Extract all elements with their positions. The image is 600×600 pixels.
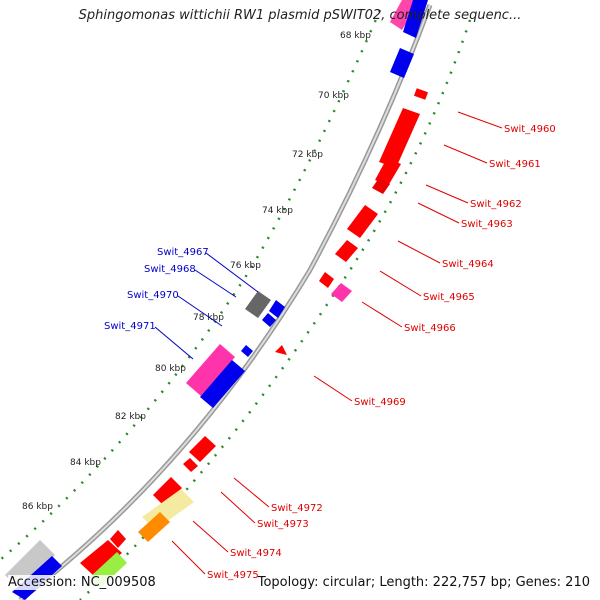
right-gene-labels: Swit_4960 Swit_4961 Swit_4962 Swit_4963 … <box>171 111 556 581</box>
leader-line <box>425 184 469 204</box>
kbp-label: 82 kbp <box>115 412 146 422</box>
gene-label[interactable]: Swit_4972 <box>271 503 323 514</box>
leader-line <box>443 144 488 164</box>
gene-feature[interactable] <box>413 88 429 100</box>
leader-line <box>233 477 270 508</box>
gene-label[interactable]: Swit_4970 <box>127 290 179 301</box>
gene-feature[interactable] <box>319 272 334 288</box>
kbp-label: 86 kbp <box>22 502 53 512</box>
gene-feature[interactable] <box>245 291 271 318</box>
map-title: Sphingomonas wittichii RW1 plasmid pSWIT… <box>78 8 522 23</box>
leader-line <box>361 301 403 328</box>
gene-feature[interactable] <box>403 0 428 38</box>
forward-genes <box>80 0 429 588</box>
gene-label[interactable]: Swit_4965 <box>423 292 475 303</box>
gene-label[interactable]: Swit_4962 <box>470 199 522 210</box>
kbp-label: 72 kbp <box>292 150 323 160</box>
gene-feature[interactable] <box>189 436 216 462</box>
kbp-label: 74 kbp <box>262 206 293 216</box>
leader-line <box>194 269 237 298</box>
gene-feature[interactable] <box>80 540 122 576</box>
gene-feature[interactable] <box>183 458 198 472</box>
leader-line <box>220 491 256 524</box>
gene-feature[interactable] <box>241 345 253 357</box>
accession-label: Accession: <box>8 575 77 590</box>
leader-line <box>457 111 503 129</box>
inner-tick-track <box>0 9 382 561</box>
gene-feature[interactable] <box>375 158 401 186</box>
leader-line <box>154 326 194 360</box>
reverse-genes <box>5 48 414 600</box>
topology-info: Topology: circular; Length: 222,757 bp; … <box>257 575 590 590</box>
leader-line <box>397 240 441 264</box>
gene-feature[interactable] <box>347 205 378 238</box>
gene-label[interactable]: Swit_4963 <box>461 219 513 230</box>
left-gene-labels: Swit_4967 Swit_4968 Swit_4970 Swit_4971 <box>104 247 259 360</box>
backbone-arc-highlight <box>19 4 431 600</box>
gene-feature[interactable] <box>153 477 182 506</box>
gene-feature[interactable] <box>390 48 414 78</box>
gene-feature[interactable] <box>110 530 126 548</box>
gene-label[interactable]: Swit_4964 <box>442 259 494 270</box>
kbp-label: 68 kbp <box>340 31 371 41</box>
gene-feature[interactable] <box>372 178 390 194</box>
accession-value: NC_009508 <box>80 575 156 590</box>
gene-feature[interactable] <box>138 512 170 542</box>
kbp-label: 76 kbp <box>230 261 261 271</box>
gene-label[interactable]: Swit_4975 <box>207 570 259 581</box>
gene-label[interactable]: Swit_4968 <box>144 264 196 275</box>
leader-line <box>379 270 422 297</box>
gene-feature[interactable] <box>335 240 358 262</box>
gene-feature[interactable] <box>275 345 287 355</box>
gene-label[interactable]: Swit_4960 <box>504 124 556 135</box>
accession-info: Accession: NC_009508 <box>8 575 156 590</box>
gene-label[interactable]: Swit_4974 <box>230 548 282 559</box>
gene-feature[interactable] <box>269 300 285 318</box>
gene-feature[interactable] <box>331 283 352 302</box>
leader-line <box>177 295 223 327</box>
kbp-label: 84 kbp <box>70 458 101 468</box>
gene-feature[interactable] <box>379 108 420 168</box>
kbp-label: 80 kbp <box>155 364 186 374</box>
leader-line <box>192 520 229 553</box>
gene-label[interactable]: Swit_4961 <box>489 159 541 170</box>
kbp-labels: 68 kbp 70 kbp 72 kbp 74 kbp 76 kbp 78 kb… <box>22 31 371 512</box>
gene-feature[interactable] <box>186 344 235 396</box>
gene-label[interactable]: Swit_4973 <box>257 519 309 530</box>
leader-line <box>171 540 206 575</box>
gene-feature[interactable] <box>200 360 245 408</box>
backbone-arc <box>18 4 433 600</box>
leader-line <box>417 202 460 224</box>
gene-label[interactable]: Swit_4969 <box>354 397 406 408</box>
gene-feature[interactable] <box>262 313 276 327</box>
leader-line <box>313 375 353 402</box>
kbp-label: 70 kbp <box>318 91 349 101</box>
gene-label[interactable]: Swit_4966 <box>404 323 456 334</box>
gene-label[interactable]: Swit_4967 <box>157 247 209 258</box>
gene-label[interactable]: Swit_4971 <box>104 321 156 332</box>
leader-line <box>205 252 259 293</box>
kbp-label: 78 kbp <box>193 313 224 323</box>
